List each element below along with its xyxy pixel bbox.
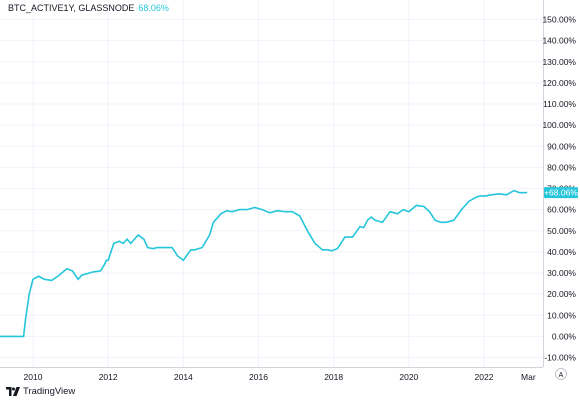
- legend-value: 68.06%: [138, 3, 169, 13]
- x-axis-tick-labels: 2010 2012 2014 2016 2018 2020 2022 Mar: [24, 372, 536, 382]
- x-tick-label: Mar: [521, 372, 536, 382]
- y-tick-label: 100.00%: [542, 120, 576, 130]
- y-tick-label: 0.00%: [552, 331, 577, 341]
- x-tick-label: 2016: [249, 372, 268, 382]
- y-tick-label: 120.00%: [542, 78, 576, 88]
- series-line-active1y: [0, 189, 528, 338]
- x-tick-label: 2012: [99, 372, 118, 382]
- x-tick-label: 2020: [399, 372, 418, 382]
- legend-symbol: BTC_ACTIVE1Y, GLASSNODE: [8, 3, 135, 13]
- auto-scale-label: A: [559, 372, 564, 379]
- x-tick-label: 2014: [174, 372, 193, 382]
- last-value-badge: +68.06%: [544, 187, 578, 199]
- y-tick-label: 20.00%: [547, 289, 576, 299]
- y-tick-label: -10.00%: [544, 353, 576, 363]
- y-tick-label: 110.00%: [543, 99, 576, 109]
- y-tick-label: 60.00%: [547, 205, 576, 215]
- auto-scale-button[interactable]: A: [555, 368, 567, 380]
- tradingview-branding[interactable]: TradingView: [6, 386, 75, 397]
- vertical-gridlines: [32, 0, 485, 367]
- y-tick-label: 30.00%: [547, 268, 576, 278]
- tradingview-logo-icon: [6, 387, 20, 396]
- last-value-label: +68.06%: [544, 188, 578, 198]
- y-tick-label: 130.00%: [542, 57, 576, 67]
- y-tick-label: 10.00%: [547, 310, 576, 320]
- chart-legend[interactable]: BTC_ACTIVE1Y, GLASSNODE 68.06%: [8, 3, 169, 13]
- x-tick-label: 2018: [324, 372, 343, 382]
- y-tick-label: 150.00%: [542, 15, 576, 25]
- horizontal-gridlines: [0, 19, 543, 358]
- tradingview-brand: TradingView: [23, 386, 76, 397]
- x-tick-label: 2022: [475, 372, 494, 382]
- y-tick-label: 80.00%: [547, 162, 576, 172]
- x-tick-label: 2010: [24, 372, 43, 382]
- y-tick-label: 140.00%: [542, 36, 576, 46]
- y-tick-label: 50.00%: [547, 226, 576, 236]
- y-tick-label: 90.00%: [547, 141, 576, 151]
- y-tick-label: 40.00%: [547, 247, 576, 257]
